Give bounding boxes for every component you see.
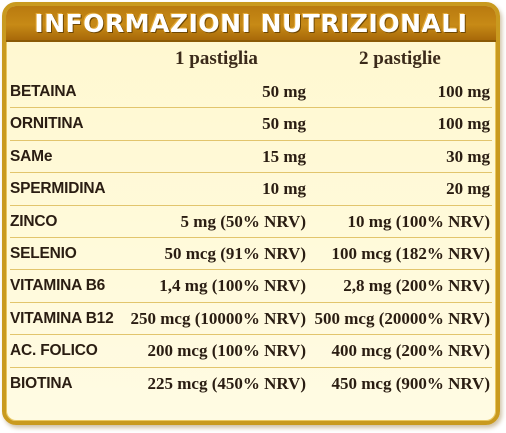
value-one-tablet: 200 mcg (100% NRV): [147, 341, 306, 361]
value-two-tablets: 20 mg: [446, 179, 490, 199]
column-headers: 1 pastiglia 2 pastiglie: [6, 42, 496, 76]
nutrient-name: SAMe: [10, 147, 53, 165]
table-row: SPERMIDINA 10 mg 20 mg: [6, 173, 496, 206]
value-two-tablets: 400 mcg (200% NRV): [331, 341, 490, 361]
value-one-tablet: 50 mg: [262, 114, 306, 134]
nutrient-name: VITAMINA B12: [10, 309, 114, 327]
nutrient-name: BIOTINA: [10, 374, 73, 392]
nutrient-name: VITAMINA B6: [10, 277, 106, 295]
nutrient-name: ORNITINA: [10, 115, 84, 133]
value-two-tablets: 100 mg: [437, 82, 490, 101]
table-row: BIOTINA 225 mcg (450% NRV) 450 mcg (900% N…: [6, 368, 496, 400]
title-banner: INFORMAZIONI NUTRIZIONALI: [6, 6, 496, 42]
table-row: VITAMINA B12 250 mcg (10000% NRV) 500 mcg …: [6, 303, 496, 336]
value-two-tablets: 10 mg (100% NRV): [347, 211, 490, 231]
value-two-tablets: 2,8 mg (200% NRV): [343, 276, 490, 296]
table-row: BETAINA 50 mg 100 mg: [6, 76, 496, 109]
value-one-tablet: 1,4 mg (100% NRV): [159, 276, 306, 296]
table-row: ORNITINA 50 mg 100 mg: [6, 108, 496, 142]
value-one-tablet: 15 mg: [262, 146, 306, 166]
table-row: VITAMINA B6 1,4 mg (100% NRV) 2,8 mg (200%…: [6, 270, 496, 304]
value-two-tablets: 450 mcg (900% NRV): [331, 373, 490, 393]
value-two-tablets: 100 mcg (182% NRV): [331, 243, 490, 263]
value-two-tablets: 100 mg: [437, 114, 490, 134]
nutrient-name: SELENIO: [10, 244, 77, 262]
nutrient-name: ZINCO: [10, 212, 58, 230]
value-one-tablet: 50 mcg (91% NRV): [164, 243, 306, 263]
value-one-tablet: 10 mg: [262, 179, 306, 199]
table-row: AC. FOLICO 200 mcg (100% NRV) 400 mcg (200…: [6, 335, 496, 368]
nutrient-name: AC. FOLICO: [10, 342, 98, 360]
nutrient-table: BETAINA 50 mg 100 mg ORNITINA 50 mg 100 mg SAM…: [6, 76, 496, 400]
value-two-tablets: 30 mg: [446, 146, 490, 166]
column-header-2: 2 pastiglie: [359, 48, 441, 69]
value-one-tablet: 250 mcg (10000% NRV): [130, 308, 306, 328]
value-one-tablet: 50 mg: [262, 82, 306, 101]
value-two-tablets: 500 mcg (20000% NRV): [314, 308, 490, 328]
value-one-tablet: 5 mg (50% NRV): [180, 211, 306, 231]
nutrient-name: BETAINA: [10, 83, 77, 100]
table-row: SAMe 15 mg 30 mg: [6, 141, 496, 174]
table-row: SELENIO 50 mcg (91% NRV) 100 mcg (182% NRV…: [6, 238, 496, 271]
panel-title: INFORMAZIONI NUTRIZIONALI: [34, 8, 468, 38]
value-one-tablet: 225 mcg (450% NRV): [147, 373, 306, 393]
column-header-1: 1 pastiglia: [175, 48, 258, 69]
nutrition-panel: INFORMAZIONI NUTRIZIONALI 1 pastiglia 2 …: [2, 2, 500, 425]
nutrient-name: SPERMIDINA: [10, 180, 106, 198]
table-row: ZINCO 5 mg (50% NRV) 10 mg (100% NRV): [6, 206, 496, 239]
